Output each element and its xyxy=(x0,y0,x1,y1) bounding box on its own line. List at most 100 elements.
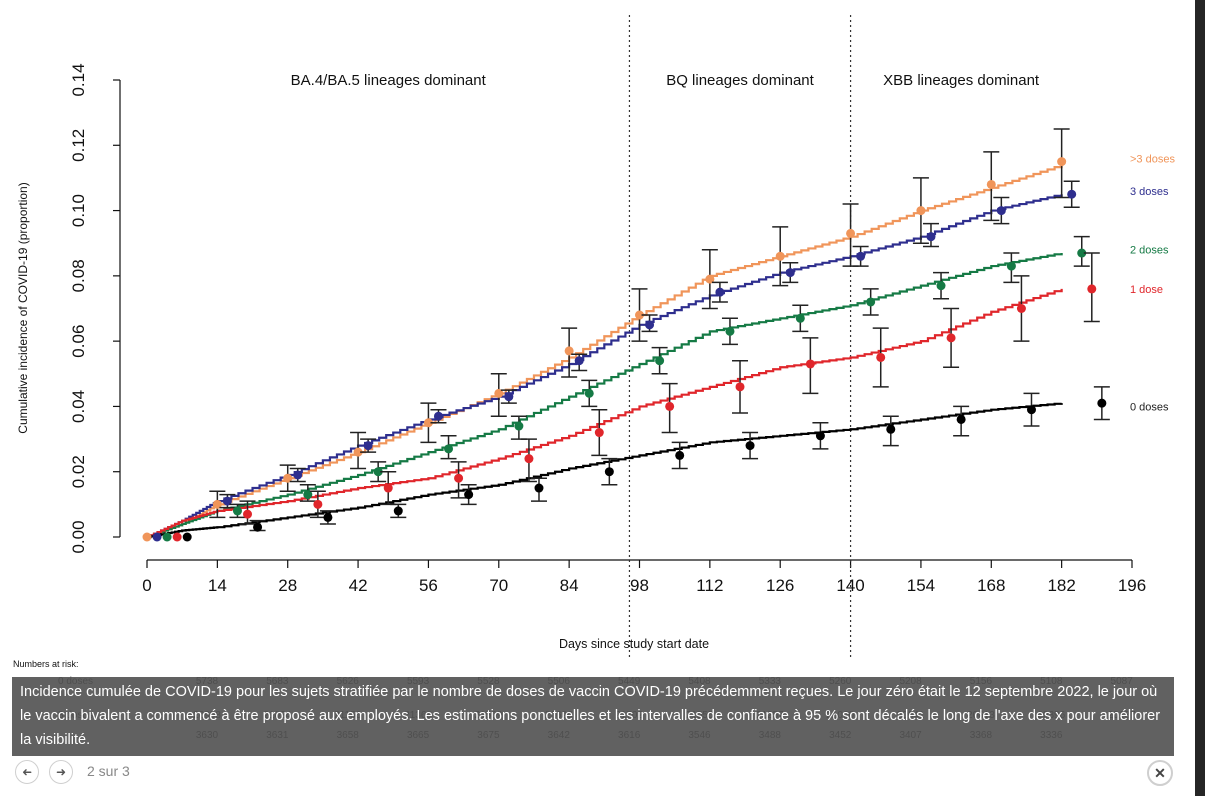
period-label: BA.4/BA.5 lineages dominant xyxy=(291,72,487,89)
y-tick-label: 0.10 xyxy=(69,194,88,227)
x-tick-label: 168 xyxy=(977,576,1005,595)
x-tick-label: 126 xyxy=(766,576,794,595)
period-label: XBB lineages dominant xyxy=(883,72,1040,89)
data-point xyxy=(293,470,303,480)
data-point xyxy=(986,179,996,189)
data-point xyxy=(222,496,232,506)
data-point xyxy=(363,441,373,451)
data-point xyxy=(1077,248,1087,258)
data-point xyxy=(996,206,1006,216)
data-point xyxy=(715,287,725,297)
series-curves xyxy=(147,164,1063,539)
x-tick-label: 56 xyxy=(419,576,438,595)
x-tick-label: 154 xyxy=(907,576,935,595)
data-point xyxy=(162,532,172,542)
x-tick-label: 112 xyxy=(696,576,723,595)
data-point xyxy=(303,490,313,500)
y-tick-label: 0.06 xyxy=(69,325,88,358)
data-point xyxy=(866,297,876,307)
slide-counter: 2 sur 3 xyxy=(87,763,130,779)
x-tick-label: 28 xyxy=(278,576,297,595)
data-point xyxy=(645,320,655,330)
data-point xyxy=(1057,157,1067,167)
x-tick-label: 196 xyxy=(1118,576,1146,595)
x-tick-label: 14 xyxy=(208,576,227,595)
curve-2-doses xyxy=(147,253,1063,539)
data-point xyxy=(353,447,363,457)
next-button[interactable]: ➜ xyxy=(49,760,73,784)
data-point xyxy=(393,506,403,516)
data-point xyxy=(212,499,222,509)
data-point xyxy=(1067,189,1077,199)
data-point xyxy=(1026,405,1036,415)
y-tick-label: 0.02 xyxy=(69,455,88,488)
data-point xyxy=(604,467,614,477)
data-point xyxy=(675,450,685,460)
image-caption: Incidence cumulée de COVID-19 pour les s… xyxy=(12,677,1174,756)
data-point xyxy=(423,418,433,428)
data-point xyxy=(253,522,263,532)
data-point xyxy=(283,473,293,483)
data-point xyxy=(745,441,755,451)
previous-button[interactable]: ➜ xyxy=(15,760,39,784)
data-point xyxy=(373,467,383,477)
data-point xyxy=(232,506,242,516)
data-point xyxy=(956,414,966,424)
data-point xyxy=(775,251,785,261)
data-point xyxy=(454,473,464,483)
curve-3-doses xyxy=(147,194,1063,539)
data-point xyxy=(665,401,675,411)
data-point xyxy=(1097,398,1107,408)
y-axis-label: Cumulative incidence of COVID-19 (propor… xyxy=(16,182,30,433)
legend-label: 2 doses xyxy=(1130,245,1169,257)
cumulative-incidence-chart: 0.00 0.02 0.04 0.06 0.08 0.10 0.12 0.14 0 14 28 42 5… xyxy=(16,15,1175,660)
data-point xyxy=(504,392,514,402)
data-point xyxy=(383,483,393,493)
legend-label: 1 dose xyxy=(1130,284,1163,296)
data-point xyxy=(926,232,936,242)
data-point xyxy=(574,356,584,366)
data-point xyxy=(856,251,866,261)
data-point xyxy=(594,428,604,438)
x-tick-label: 0 xyxy=(142,576,151,595)
data-point xyxy=(243,509,253,519)
data-point xyxy=(785,268,795,278)
error-bars xyxy=(142,128,1110,542)
data-point xyxy=(655,356,665,366)
legend: >3 doses 3 doses 2 doses 1 dose 0 doses xyxy=(1130,153,1175,413)
data-point xyxy=(514,421,524,431)
x-tick-label: 42 xyxy=(349,576,368,595)
data-point xyxy=(464,490,474,500)
data-point xyxy=(705,274,715,284)
data-point xyxy=(916,206,926,216)
legend-label: 0 doses xyxy=(1130,401,1169,413)
x-tick-label: 182 xyxy=(1047,576,1075,595)
y-tick-label: 0.08 xyxy=(69,259,88,292)
data-point xyxy=(444,444,454,454)
x-tick-label: 98 xyxy=(630,576,649,595)
data-point xyxy=(795,313,805,323)
x-tick-label: 70 xyxy=(489,576,508,595)
period-label: BQ lineages dominant xyxy=(666,72,814,89)
data-point xyxy=(534,483,544,493)
data-point xyxy=(313,499,323,509)
data-point xyxy=(564,346,574,356)
data-point xyxy=(172,532,182,542)
data-point xyxy=(936,281,946,291)
x-tick-label: 84 xyxy=(560,576,579,595)
data-point xyxy=(1087,284,1097,294)
data-point xyxy=(1006,261,1016,271)
data-point xyxy=(886,424,896,434)
y-tick-label: 0.00 xyxy=(69,520,88,553)
period-labels: BA.4/BA.5 lineages dominant BQ lineages d… xyxy=(291,72,1040,89)
data-point xyxy=(494,388,504,398)
close-icon: ✕ xyxy=(1154,764,1166,781)
data-point xyxy=(725,326,735,336)
data-point xyxy=(584,388,594,398)
y-tick-label: 0.04 xyxy=(69,390,88,423)
arrow-right-icon: ➜ xyxy=(55,765,67,779)
y-tick-label: 0.12 xyxy=(69,129,88,162)
data-point xyxy=(846,228,856,238)
curve-1-dose xyxy=(147,288,1063,539)
close-button[interactable]: ✕ xyxy=(1147,760,1173,786)
